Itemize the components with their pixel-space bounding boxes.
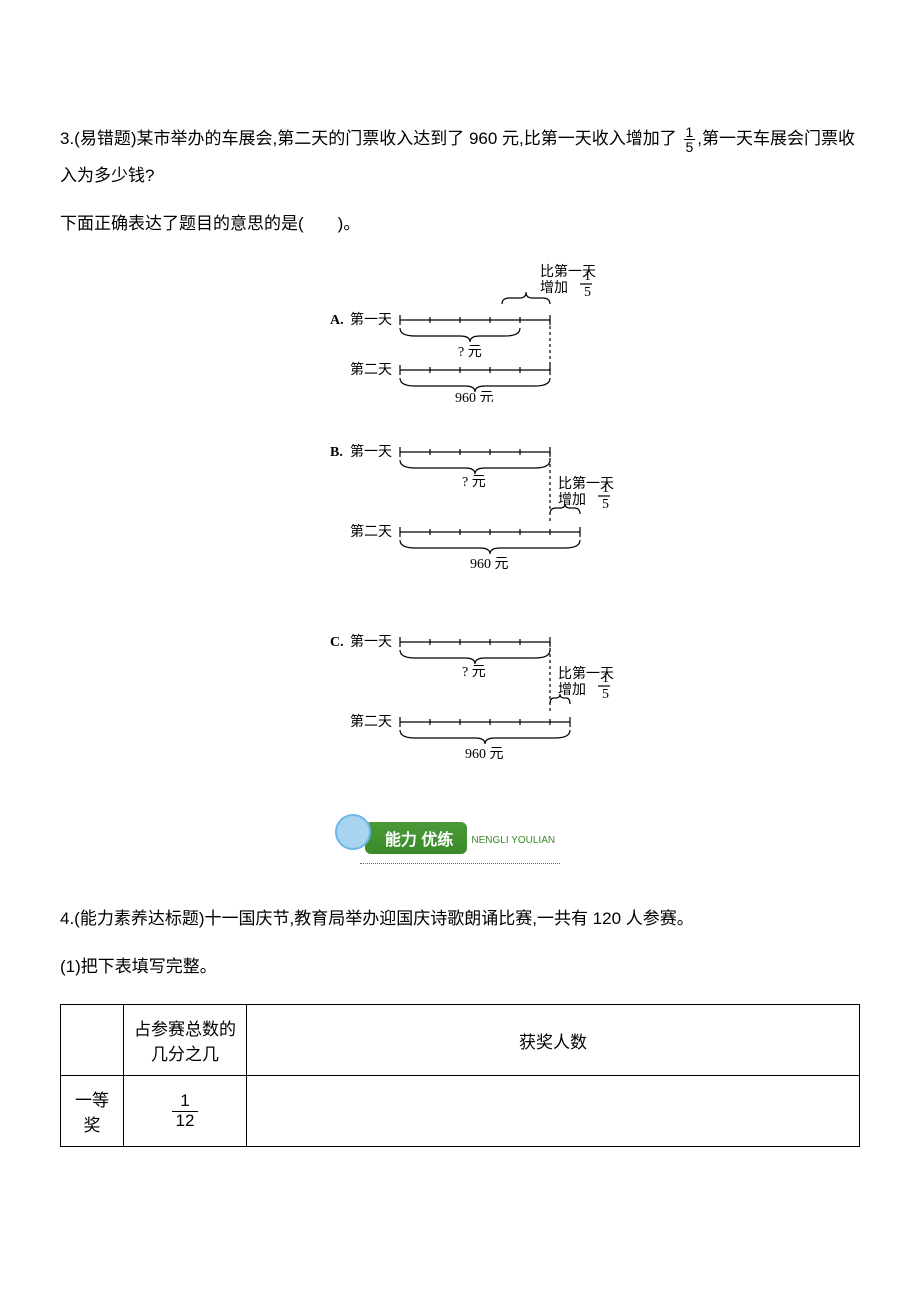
ability-banner: 能力 优练 NENGLI YOULIAN — [280, 822, 640, 872]
A-day2-label: 第二天 — [350, 361, 392, 378]
th-blank — [61, 1005, 124, 1076]
B-letter: B. — [330, 445, 343, 460]
C-960: 960 元 — [465, 747, 504, 762]
C-letter: C. — [330, 635, 344, 650]
q3-fraction: 1 5 — [684, 125, 696, 154]
q3-frac-num: 1 — [684, 125, 696, 140]
awards-table: 占参赛总数的几分之几 获奖人数 一等奖 1 12 — [60, 1004, 860, 1147]
svg-text:增加: 增加 — [558, 492, 586, 508]
banner-main: 能力 优练 — [365, 822, 467, 854]
r1-num: 1 — [172, 1092, 199, 1112]
q4-sub1: (1)把下表填写完整。 — [60, 950, 860, 984]
r1-count — [247, 1076, 860, 1147]
C-qmark: ? 元 — [462, 665, 486, 680]
q3-prefix: 3.(易错题)某市举办的车展会,第二天的门票收入达到了 960 元,比第一天收入… — [60, 129, 677, 148]
diagram-A: 比第一天 增加 1 5 A. 第一天 ? 元 — [270, 262, 650, 402]
r1-label: 一等奖 — [61, 1076, 124, 1147]
q3-prompt: 下面正确表达了题目的意思的是( )。 — [60, 205, 860, 242]
banner-sub: NENGLI YOULIAN — [471, 835, 555, 846]
A-960: 960 元 — [455, 391, 494, 402]
q4-text: 4.(能力素养达标题)十一国庆节,教育局举办迎国庆诗歌朗诵比赛,一共有 120 … — [60, 902, 860, 936]
th-fraction: 占参赛总数的几分之几 — [124, 1005, 247, 1076]
q3-frac-den: 5 — [684, 140, 696, 154]
th-count: 获奖人数 — [247, 1005, 860, 1076]
C-day1-label: 第一天 — [350, 633, 392, 650]
B-960: 960 元 — [470, 557, 509, 572]
A-day1-label: 第一天 — [350, 311, 392, 328]
diagram-C-svg: C. 第一天 ? 元 比第一天 增加 1 5 — [270, 622, 650, 782]
B-qmark: ? 元 — [462, 475, 486, 490]
r1-den: 12 — [172, 1112, 199, 1131]
r1-fraction: 1 12 — [124, 1076, 247, 1147]
diagram-A-svg: 比第一天 增加 1 5 A. 第一天 ? 元 — [270, 262, 650, 402]
A-qmark: ? 元 — [458, 345, 482, 360]
table-row-1: 一等奖 1 12 — [61, 1076, 860, 1147]
diagram-B: B. 第一天 ? 元 比第一天 增加 1 5 — [270, 432, 650, 592]
q3-paragraph: 3.(易错题)某市举办的车展会,第二天的门票收入达到了 960 元,比第一天收入… — [60, 120, 860, 195]
B-day2-label: 第二天 — [350, 523, 392, 540]
svg-text:增加: 增加 — [558, 682, 586, 698]
diagram-B-svg: B. 第一天 ? 元 比第一天 增加 1 5 — [270, 432, 650, 592]
A-inc-line2: 增加 — [540, 280, 568, 296]
C-day2-label: 第二天 — [350, 713, 392, 730]
B-inc-line2: 增加 — [558, 492, 586, 508]
svg-text:增加: 增加 — [540, 280, 568, 296]
A-letter: A. — [330, 313, 344, 328]
table-header-row: 占参赛总数的几分之几 获奖人数 — [61, 1005, 860, 1076]
B-day1-label: 第一天 — [350, 443, 392, 460]
C-inc-line2: 增加 — [558, 682, 586, 698]
diagram-C: C. 第一天 ? 元 比第一天 增加 1 5 — [270, 622, 650, 782]
banner-dots — [360, 861, 560, 864]
